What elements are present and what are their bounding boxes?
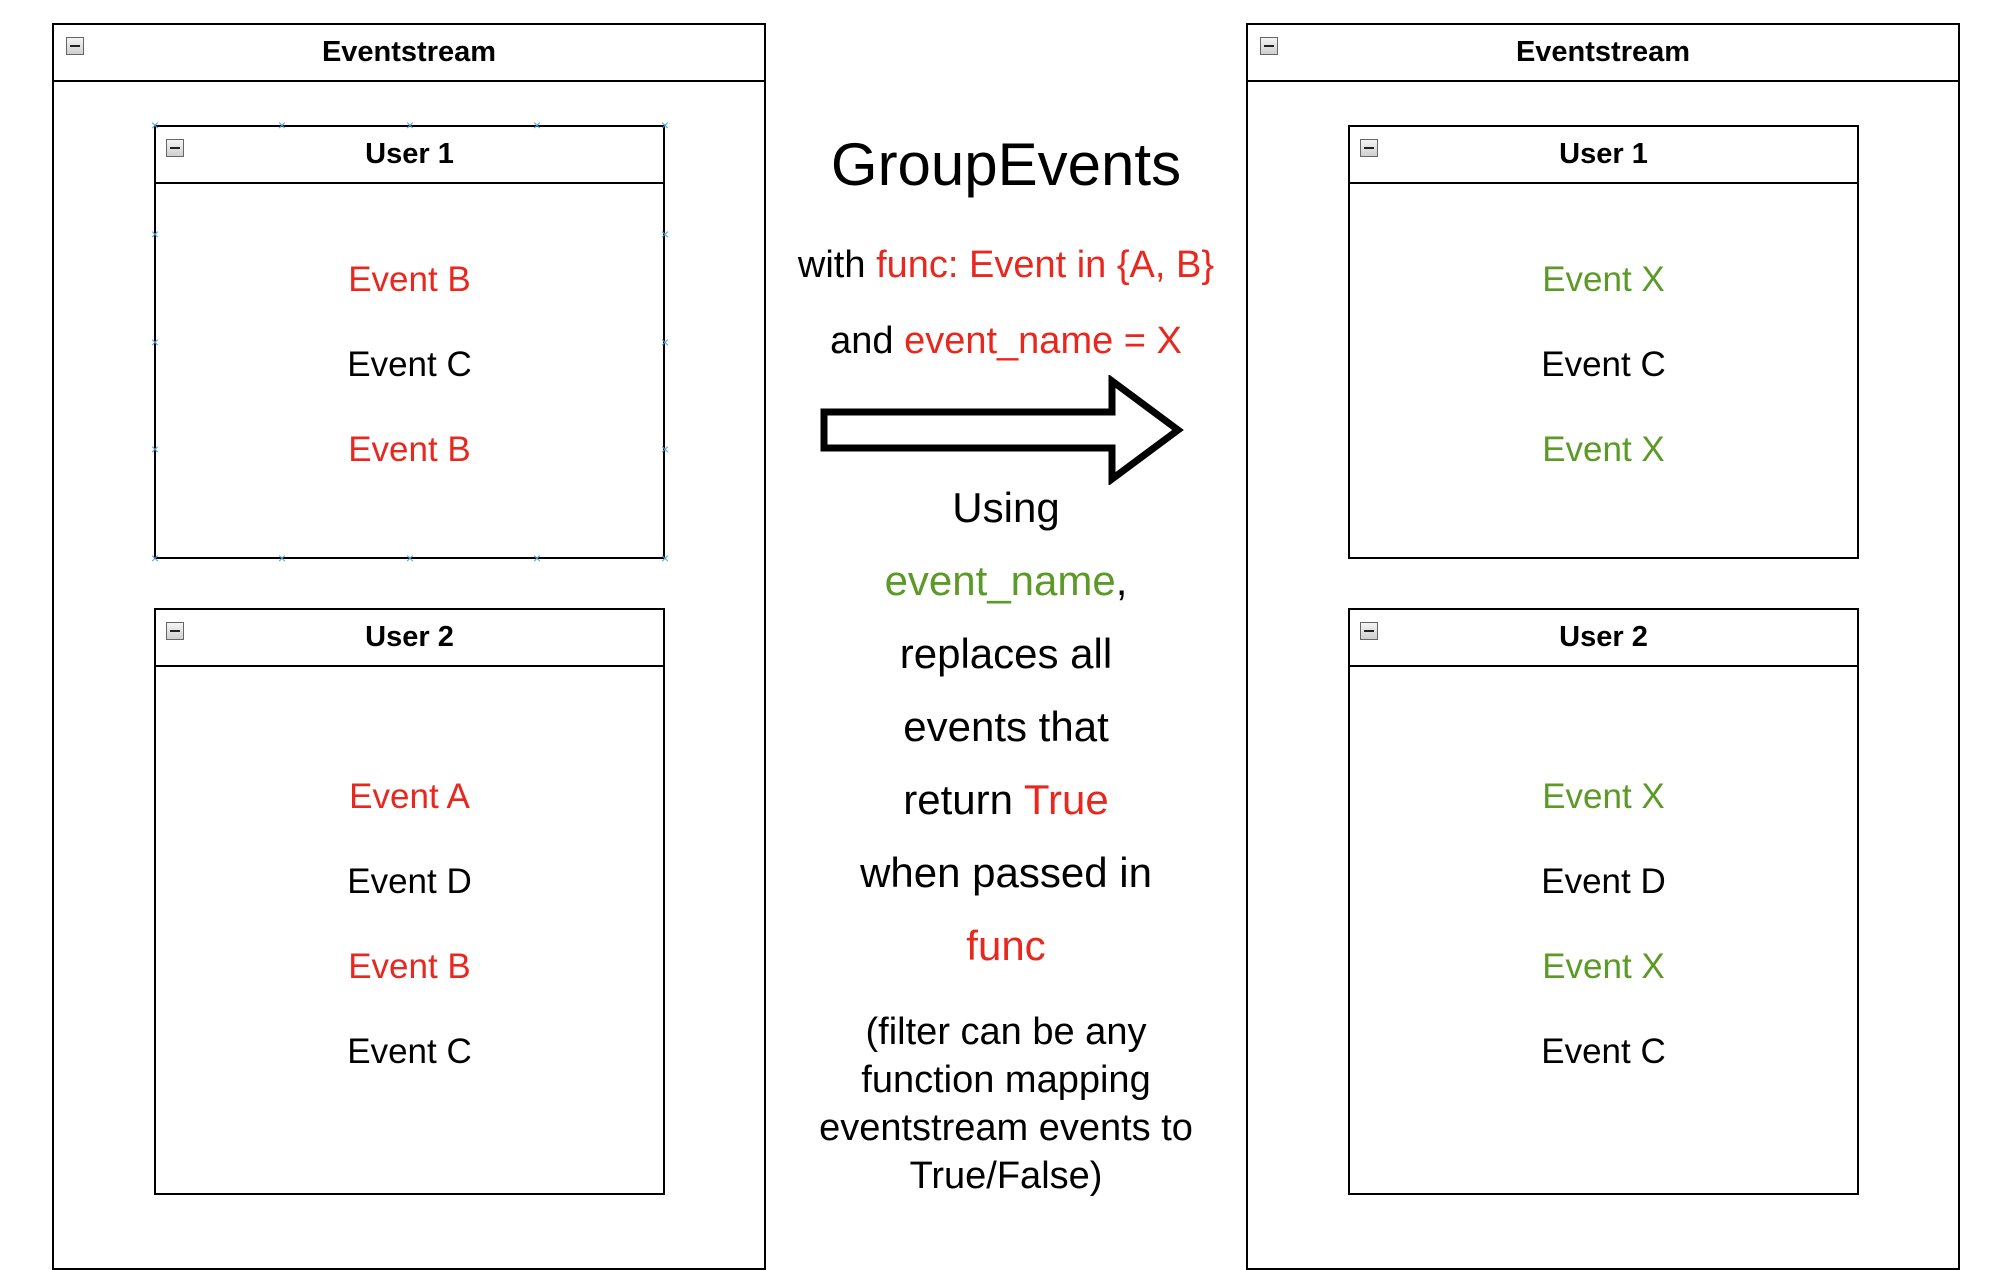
right-user-2-collapse-icon[interactable] [1360,622,1378,640]
right-arrow-icon [820,375,1184,485]
func-parameter-value: func: Event in {A, B} [876,244,1215,286]
description-true: True [1023,776,1109,823]
left-user-2-event-4: Event C [347,1032,472,1071]
event-name-parameter-line: and event_name = X [766,319,1246,363]
description-line-3: replaces all [899,630,1113,677]
left-user-2-event-2: Event D [347,862,472,901]
event-name-parameter-value: event_name = X [904,320,1182,362]
note-line-1: (filter can be any [865,1011,1147,1053]
selection-handle-icon[interactable]: × [150,334,160,350]
note-line-3: eventstream events to [819,1107,1193,1149]
operation-title: GroupEvents [830,131,1182,198]
left-user-1-event-1: Event B [348,260,471,299]
right-user-2-event-1: Event X [1542,777,1665,816]
selection-handle-icon[interactable]: × [660,441,670,457]
func-parameter-line: with func: Event in {A, B} [766,243,1246,287]
left-user-2-event-1: Event A [349,777,470,816]
selection-handle-icon[interactable]: × [277,550,287,566]
left-user-2-collapse-icon[interactable] [166,622,184,640]
note-line-4: True/False) [909,1155,1103,1197]
func-parameter-prefix: with [797,244,877,286]
left-user-1-event-2: Event C [347,345,472,384]
right-user-1-event-2: Event C [1541,345,1666,384]
description-return-prefix: return [903,776,1024,823]
description-comma: , [1115,557,1128,604]
description-line-5: return True [766,775,1246,825]
selection-handle-icon[interactable]: × [532,550,542,566]
description-func: func [966,922,1046,969]
selection-handle-icon[interactable]: × [660,550,670,566]
left-user-1-collapse-icon[interactable] [166,139,184,157]
right-user-2-event-4: Event C [1541,1032,1666,1071]
left-user-1-title: User 1 [156,127,663,184]
right-user-1-title: User 1 [1350,127,1857,184]
right-user-1-event-3: Event X [1542,430,1665,469]
description-line-1: Using [952,484,1060,531]
right-user-2-event-2: Event D [1541,862,1666,901]
left-user-2-title: User 2 [156,610,663,667]
event-name-parameter-prefix: and [830,320,905,362]
selection-handle-icon[interactable]: × [405,550,415,566]
selection-handle-icon[interactable]: × [150,226,160,242]
right-user-2-title: User 2 [1350,610,1857,667]
right-eventstream-title: Eventstream [1248,25,1958,82]
right-user-1-container[interactable]: User 1 Event X Event C Event X [1348,125,1859,559]
description-line-4: events that [903,703,1109,750]
selection-handle-icon[interactable]: × [150,441,160,457]
left-user-1-container[interactable]: User 1 Event B Event C Event B [154,125,665,559]
selection-handle-icon[interactable]: × [660,334,670,350]
left-user-2-event-3: Event B [348,947,471,986]
left-eventstream-collapse-icon[interactable] [66,37,84,55]
description-line-2: event_name, [766,556,1246,606]
left-user-2-container[interactable]: User 2 Event A Event D Event B Event C [154,608,665,1195]
selection-handle-icon[interactable]: × [277,117,287,133]
right-eventstream-collapse-icon[interactable] [1260,37,1278,55]
selection-handle-icon[interactable]: × [150,550,160,566]
selection-handle-icon[interactable]: × [660,226,670,242]
selection-handle-icon[interactable]: × [405,117,415,133]
selection-handle-icon[interactable]: × [150,117,160,133]
right-user-2-container[interactable]: User 2 Event X Event D Event X Event C [1348,608,1859,1195]
right-user-1-event-1: Event X [1542,260,1665,299]
selection-handle-icon[interactable]: × [660,117,670,133]
left-user-1-event-3: Event B [348,430,471,469]
description-line-6: when passed in [860,849,1152,896]
note-line-2: function mapping [861,1059,1151,1101]
left-eventstream-title: Eventstream [54,25,764,82]
right-user-2-event-3: Event X [1542,947,1665,986]
right-user-1-collapse-icon[interactable] [1360,139,1378,157]
description-event-name: event_name [884,557,1116,604]
selection-handle-icon[interactable]: × [532,117,542,133]
